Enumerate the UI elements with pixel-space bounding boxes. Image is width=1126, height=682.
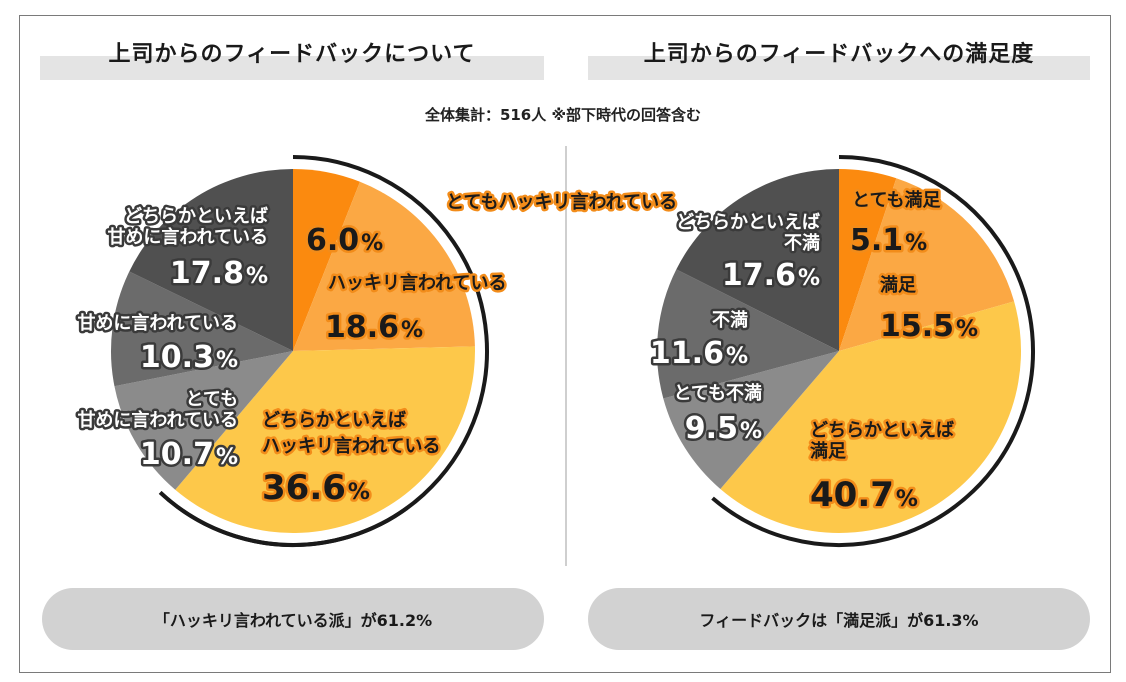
pie-1-slice-4-label: とても xyxy=(185,389,238,410)
pie-2-slice-2-label: 満足 xyxy=(880,274,916,296)
pie-1: とてもハッキリ言われている6.0%ハッキリ言われている18.6%どちらかといえば… xyxy=(75,155,680,547)
pie-2-slice-4 xyxy=(663,351,839,490)
pie-1-slice-3-value: 36.6% xyxy=(262,468,370,508)
pie-1-slice-4 xyxy=(114,351,293,490)
pie-1-slice-1-label: とてもハッキリ言われている xyxy=(446,191,677,213)
pie-1-slice-1 xyxy=(293,169,360,351)
pie-1-slice-6-label: 甘めに言われている xyxy=(107,226,268,248)
pie-2-slice-1-value: 5.1% xyxy=(850,223,927,258)
pie-2: とても満足5.1%満足15.5%どちらかといえば満足40.7%とても不満9.5%… xyxy=(647,155,1035,547)
pie-2-slice-3-label: 満足 xyxy=(810,440,846,462)
pie-1-slice-2-label: ハッキリ言われている xyxy=(328,272,507,294)
pie-1-slice-3 xyxy=(175,346,476,534)
pie-2-slice-5-value: 11.6% xyxy=(650,336,748,371)
right-summary-pill: フィードバックは「満足派」が61.3% xyxy=(588,588,1090,650)
pie-2-slice-6-label: どちらかといえば xyxy=(676,212,820,233)
left-title-bar xyxy=(40,56,544,80)
chart-subtitle: 全体集計：516人 ※部下時代の回答含む xyxy=(424,106,702,124)
pie-2-slice-3-value: 40.7% xyxy=(810,475,918,515)
center-divider xyxy=(565,146,567,566)
pie-2-slice-1-label: とても満足 xyxy=(852,189,941,211)
right-chart-title: 上司からのフィードバックへの満足度 xyxy=(643,42,1035,67)
pie-2-slice-3 xyxy=(720,301,1021,534)
pie-2-slice-2 xyxy=(839,178,1015,351)
pie-1-slice-2 xyxy=(293,181,475,351)
left-chart-title: 上司からのフィードバックについて xyxy=(108,42,476,67)
pie-1-slice-6 xyxy=(129,169,293,351)
pie-1-accent-arc-2 xyxy=(158,490,409,547)
pie-1-slice-6-value: 17.8% xyxy=(170,256,268,291)
pie-1-slice-4-label: 甘めに言われている xyxy=(77,409,238,431)
left-summary-pill: 「ハッキリ言われている派」が61.2% xyxy=(42,588,544,650)
right-title-bar xyxy=(588,56,1090,80)
pie-1-slice-1-value: 6.0% xyxy=(306,223,383,258)
pie-2-slice-3-label: どちらかといえば xyxy=(810,420,954,441)
pie-2-slice-4-label: とても不満 xyxy=(673,382,762,404)
pie-1-slice-5 xyxy=(110,271,293,387)
pie-1-slice-4-value: 10.7% xyxy=(140,437,238,472)
pie-2-accent-arc-1 xyxy=(711,155,1035,547)
pie-1-slice-5-value: 10.3% xyxy=(140,340,238,375)
pie-2-slice-6-value: 17.6% xyxy=(722,258,820,293)
pie-1-slice-6-label: どちらかといえば xyxy=(124,206,268,227)
pie-2-slice-5-label: 不満 xyxy=(712,309,748,331)
pie-1-slice-3-label: ハッキリ言われている xyxy=(262,435,441,457)
pie-2-slice-5 xyxy=(657,269,839,399)
pie-2-slice-6-label: 不満 xyxy=(784,232,820,254)
pie-1-slice-5-label: 甘めに言われている xyxy=(77,312,238,334)
pie-2-slice-2-value: 15.5% xyxy=(880,309,978,344)
pie-1-slice-3-label: どちらかといえば xyxy=(262,410,406,431)
pie-2-slice-1 xyxy=(839,169,897,351)
pie-2-slice-4-value: 9.5% xyxy=(685,411,762,446)
pie-2-slice-6 xyxy=(676,169,839,351)
pie-1-slice-2-value: 18.6% xyxy=(325,310,423,345)
